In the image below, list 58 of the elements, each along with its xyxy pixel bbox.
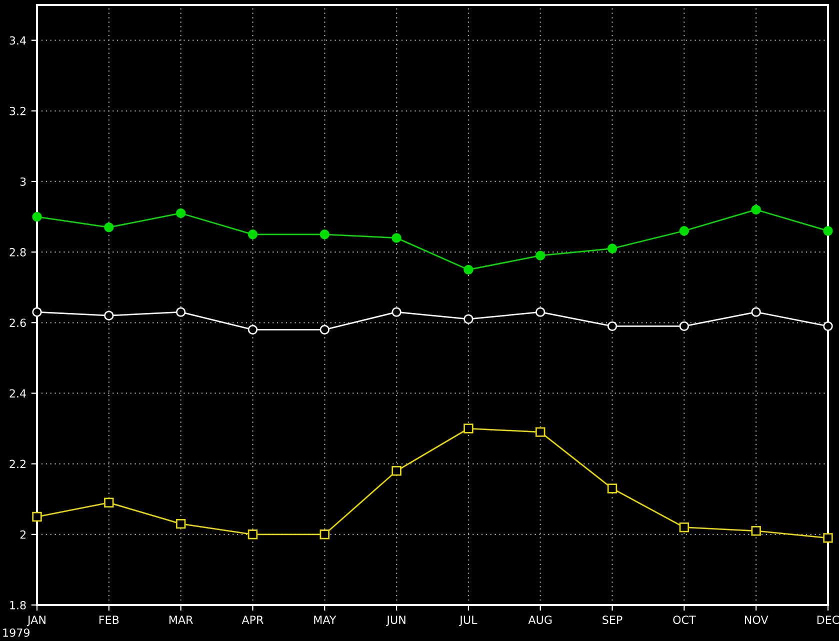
point: [248, 230, 258, 240]
y-tick-label: 3.2: [10, 106, 26, 116]
x-tick-label: NOV: [744, 616, 768, 624]
point: [464, 264, 474, 275]
point: [104, 498, 114, 508]
point: [248, 530, 258, 540]
point: [176, 518, 186, 529]
point: [392, 466, 402, 476]
point: [536, 427, 546, 437]
point: [32, 307, 42, 317]
y-tick-label: 2.6: [10, 318, 26, 328]
point: [823, 533, 833, 543]
point: [104, 310, 114, 320]
point: [536, 250, 546, 260]
point: [607, 484, 618, 494]
x-tick-label: JAN: [26, 616, 46, 626]
x-tick-label: MAR: [169, 616, 193, 624]
x-tick-label: FEB: [99, 616, 119, 624]
y-tick-label: 2.2: [10, 460, 26, 468]
point: [679, 226, 690, 236]
point: [536, 307, 546, 317]
y-tick-label: 1.8: [10, 600, 26, 610]
x-tick-label: APR: [242, 616, 264, 624]
point: [823, 321, 833, 332]
x-tick-label: SEP: [602, 616, 622, 624]
point: [176, 208, 186, 218]
point: [464, 314, 474, 324]
point: [607, 244, 618, 254]
x-tick-label: MAY: [314, 616, 336, 624]
x-tick-label: JUL: [459, 616, 478, 626]
point: [751, 307, 761, 317]
point: [607, 321, 618, 332]
y-tick-label: 2: [20, 530, 26, 539]
x-tick-label: JUN: [386, 616, 406, 626]
point: [751, 204, 761, 215]
point: [392, 307, 402, 317]
x-tick-label: AUG: [528, 616, 552, 624]
point: [679, 321, 690, 332]
y-tick-label: 2.4: [10, 389, 26, 398]
point: [320, 324, 330, 335]
point: [320, 530, 330, 540]
x-tick-label: DEC: [817, 616, 839, 624]
y-tick-label: 3: [20, 177, 26, 186]
point: [679, 522, 690, 532]
y-tick-label: 2.8: [10, 248, 26, 256]
point: [32, 512, 42, 522]
point: [392, 233, 402, 243]
point: [823, 226, 833, 236]
point: [320, 230, 330, 240]
point: [751, 526, 761, 536]
text: 1979: [3, 628, 30, 637]
point: [104, 222, 114, 232]
point: [248, 324, 258, 335]
point: [464, 424, 474, 434]
x-tick-label: OCT: [673, 616, 696, 624]
y-tick-label: 3.4: [10, 36, 26, 45]
point: [176, 307, 186, 317]
point: [32, 212, 42, 222]
